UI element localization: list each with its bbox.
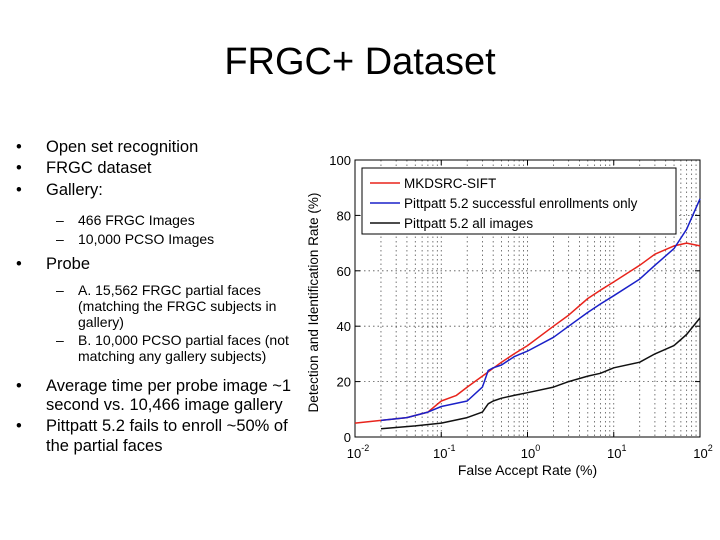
legend-label-3: Pittpatt 5.2 all images: [404, 216, 533, 231]
y-tick-label: 80: [337, 208, 351, 223]
sub-bullet-gallery-pcso: 10,000 PCSO Images: [14, 231, 314, 247]
x-tick-label: 101: [607, 443, 626, 461]
bullet-gallery: Gallery:: [14, 181, 314, 201]
x-axis-label: False Accept Rate (%): [458, 462, 597, 478]
x-tick-label: 10-2: [347, 443, 369, 461]
x-tick-label: 100: [521, 443, 540, 461]
sub-bullet-probe-frgc: A. 15,562 FRGC partial faces (matching t…: [14, 282, 314, 330]
series-line-3: [380, 317, 701, 430]
bullet-frgc-dataset: FRGC dataset: [14, 159, 314, 179]
sub-bullet-gallery-frgc: 466 FRGC Images: [14, 212, 314, 228]
bullet-open-set: Open set recognition: [14, 138, 314, 158]
bullet-probe: Probe: [14, 255, 314, 275]
bullet-list: Open set recognition FRGC dataset Galler…: [14, 138, 314, 458]
y-tick-label: 0: [344, 430, 351, 445]
y-tick-label: 40: [337, 319, 351, 334]
legend-label-1: MKDSRC-SIFT: [404, 176, 496, 191]
y-tick-label: 100: [329, 153, 351, 168]
y-axis-label: Detection and Identification Rate (%): [306, 193, 321, 413]
legend-box: [361, 167, 677, 235]
x-tick-label: 10-1: [433, 443, 455, 461]
x-tick-label: 102: [693, 443, 712, 461]
series-line-1: [354, 242, 701, 424]
series-line-2: [380, 198, 701, 422]
bullet-average-time: Average time per probe image ~1 second v…: [14, 377, 314, 416]
bullet-pittpatt-enroll: Pittpatt 5.2 fails to enroll ~50% of the…: [14, 417, 314, 456]
sub-bullet-probe-pcso: B. 10,000 PCSO partial faces (not matchi…: [14, 332, 314, 364]
y-tick-label: 20: [337, 375, 351, 390]
slide-title: FRGC+ Dataset: [224, 41, 496, 83]
legend-label-2: Pittpatt 5.2 successful enrollments only: [404, 196, 638, 211]
y-tick-label: 60: [337, 264, 351, 279]
